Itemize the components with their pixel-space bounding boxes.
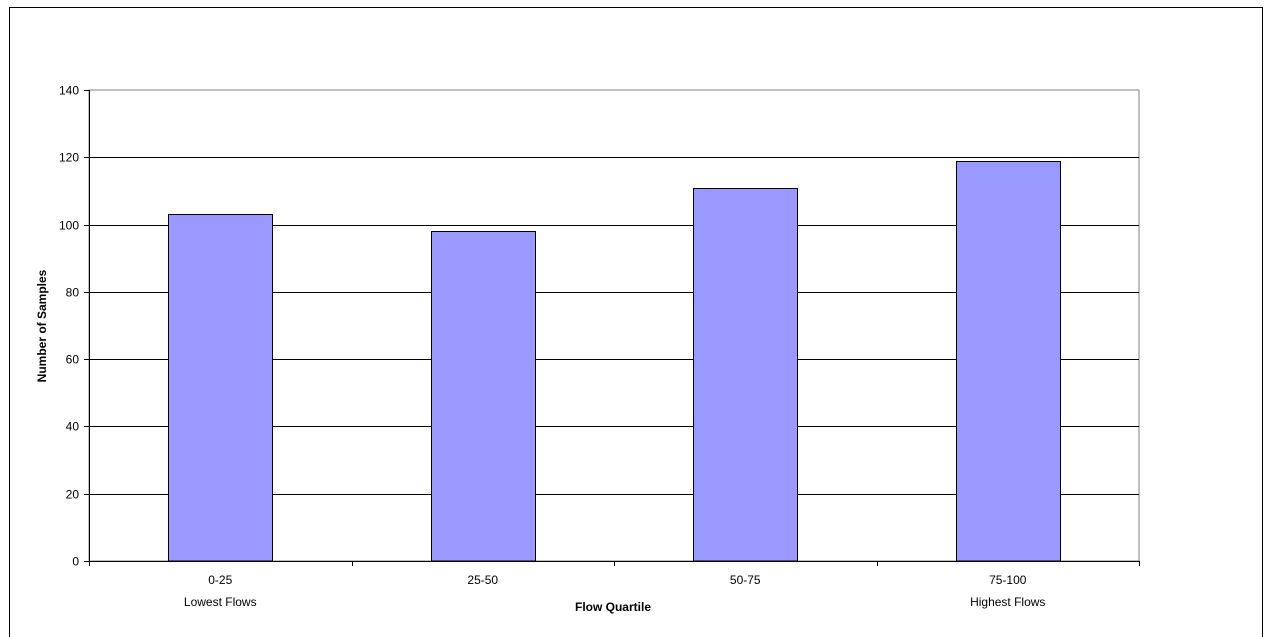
bar-0-25 bbox=[168, 214, 273, 562]
x-tick-label: 25-50 bbox=[467, 573, 498, 587]
y-tick-label: 20 bbox=[66, 488, 80, 502]
x-tick-sublabel: Lowest Flows bbox=[184, 595, 257, 609]
y-axis-label: Number of Samples bbox=[35, 269, 49, 382]
y-tick-labels: 0 20 40 60 80 100 120 140 bbox=[59, 84, 79, 569]
y-tick-label: 0 bbox=[72, 555, 79, 569]
chart-frame bbox=[9, 7, 1263, 637]
bar-50-75 bbox=[693, 188, 798, 562]
y-tick-label: 100 bbox=[59, 219, 79, 233]
x-tick-label: 50-75 bbox=[730, 573, 761, 587]
bar-25-50 bbox=[431, 231, 536, 562]
axes bbox=[84, 90, 1140, 566]
y-tick-label: 60 bbox=[66, 353, 80, 367]
bars bbox=[168, 161, 1061, 562]
x-tick-label: 75-100 bbox=[989, 573, 1027, 587]
x-tick-labels: 0-25 Lowest Flows 25-50 50-75 75-100 Highest … bbox=[184, 573, 1046, 609]
x-axis-label: Flow Quartile bbox=[575, 600, 651, 614]
bar-75-100 bbox=[956, 161, 1061, 562]
y-tick-label: 80 bbox=[66, 286, 80, 300]
y-tick-label: 120 bbox=[59, 151, 79, 165]
x-tick-label: 0-25 bbox=[208, 573, 232, 587]
x-tick-sublabel: Highest Flows bbox=[970, 595, 1045, 609]
y-tick-label: 140 bbox=[59, 84, 79, 98]
y-tick-label: 40 bbox=[66, 420, 80, 434]
